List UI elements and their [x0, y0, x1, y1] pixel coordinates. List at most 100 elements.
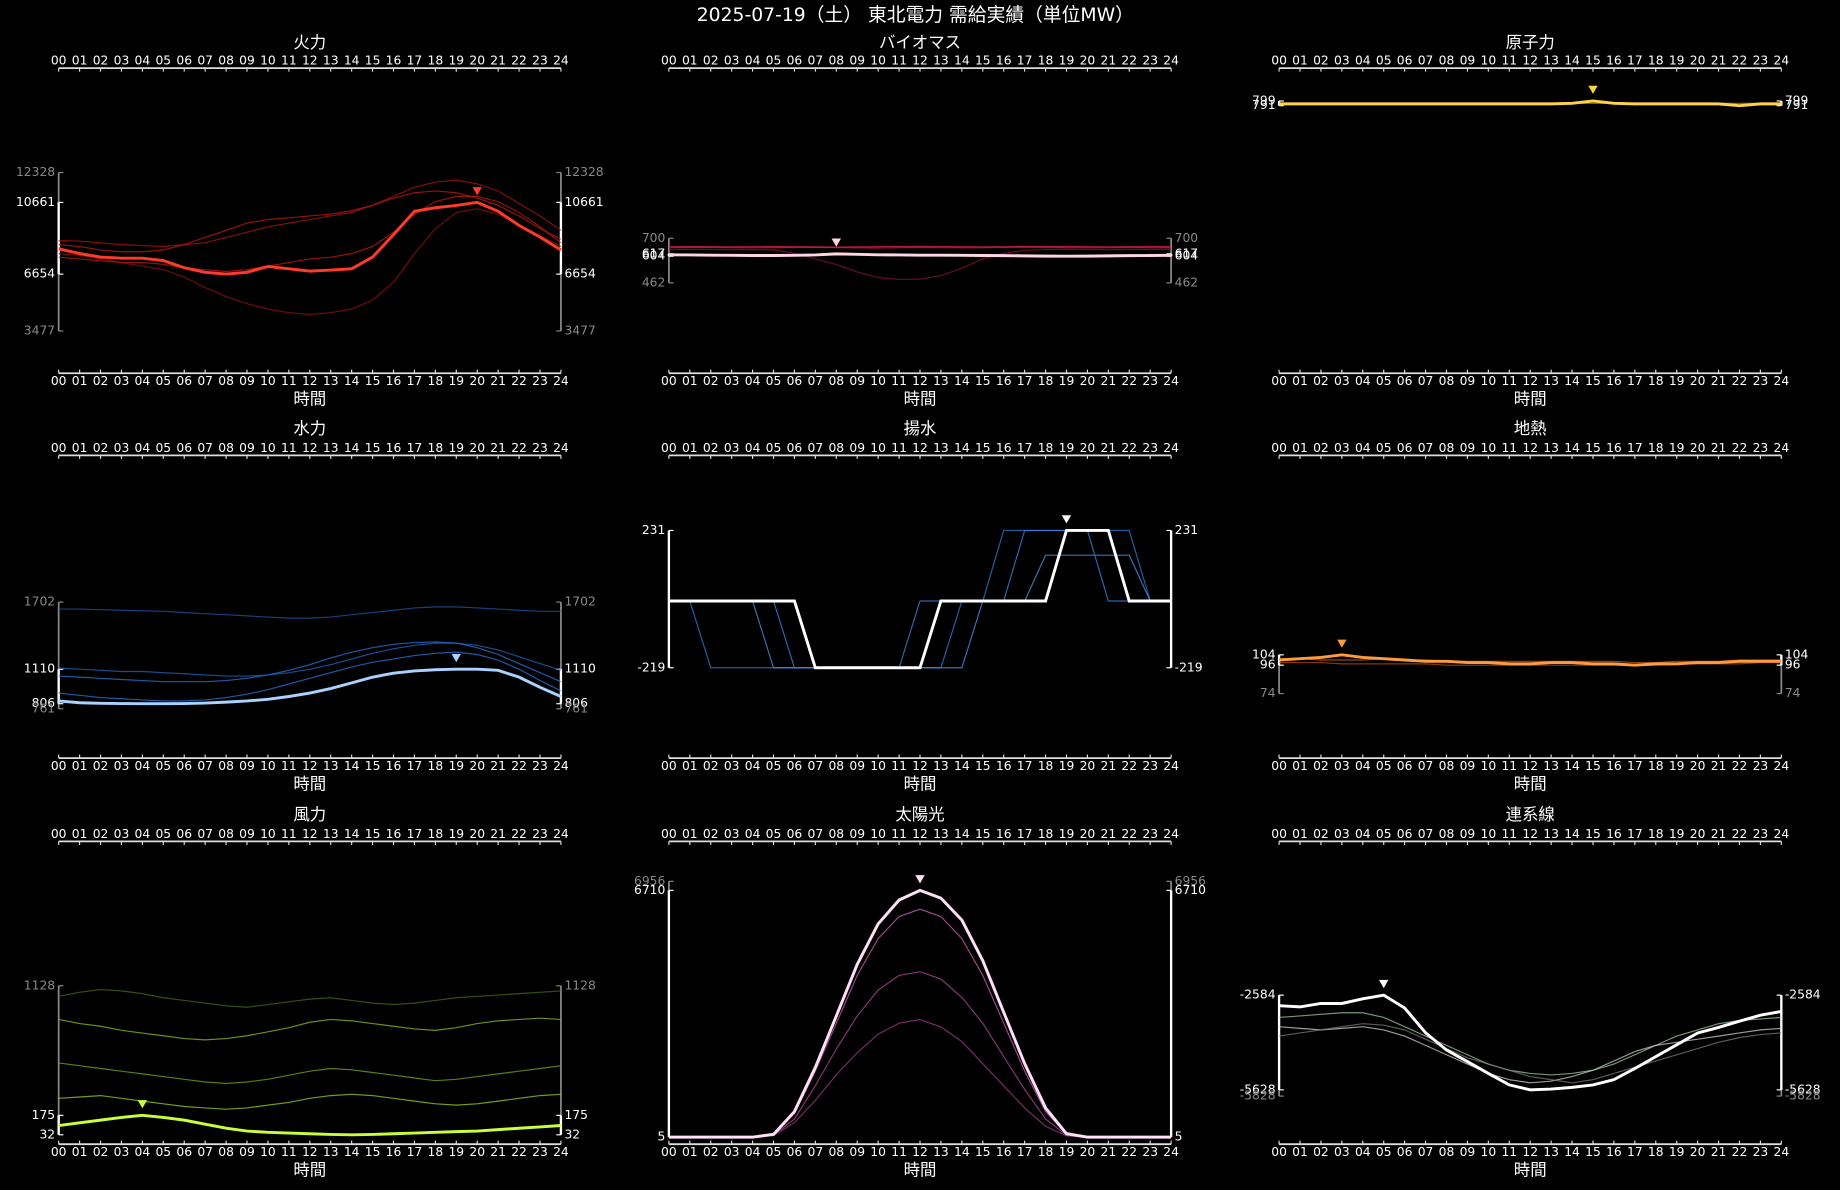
y-tick-label: 604 [1175, 249, 1199, 263]
max-marker [1588, 85, 1598, 94]
y-tick-label: 1702 [24, 595, 55, 609]
x-tick-label: 04 [1355, 374, 1371, 388]
x-tick-label: 12 [1522, 1145, 1538, 1159]
x-tick-label: 19 [1059, 441, 1075, 455]
x-tick-label: 17 [1627, 441, 1643, 455]
y-tick-label: 12328 [16, 165, 55, 179]
x-tick-label: 15 [975, 54, 991, 68]
y-tick-label: 806 [564, 696, 588, 710]
x-tick-label: 19 [1059, 374, 1075, 388]
x-tick-label: 05 [155, 441, 171, 455]
x-tick-label: 02 [93, 54, 109, 68]
x-tick-label: 09 [1460, 441, 1476, 455]
x-tick-label: 23 [1142, 374, 1158, 388]
y-tick-label: 6710 [1175, 883, 1207, 897]
x-tick-label: 21 [490, 374, 506, 388]
y-tick-label: -2584 [1785, 988, 1821, 1002]
series-line [1278, 1023, 1782, 1084]
highlight-line [58, 1113, 562, 1137]
x-axis-label: 時間 [293, 775, 326, 794]
x-tick-label: 16 [386, 374, 402, 388]
x-tick-label: 09 [239, 374, 255, 388]
x-tick-label: 17 [1017, 374, 1033, 388]
x-tick-label: 04 [135, 374, 151, 388]
x-tick-label: 09 [239, 441, 255, 455]
x-tick-label: 09 [1460, 759, 1476, 773]
x-tick-label: 17 [407, 374, 423, 388]
y-tick-label: 10661 [564, 195, 603, 209]
x-tick-label: 13 [933, 441, 949, 455]
x-tick-label: 08 [828, 1145, 844, 1159]
x-axis-label: 時間 [293, 390, 326, 409]
x-tick-label: 05 [1376, 441, 1392, 455]
x-tick-label: 13 [323, 54, 339, 68]
x-tick-label: 20 [1690, 759, 1706, 773]
y-tick-label: 104 [1252, 647, 1276, 661]
x-tick-label: 08 [218, 1145, 234, 1159]
x-tick-label: 06 [176, 1145, 192, 1159]
x-tick-label: 15 [365, 759, 381, 773]
x-tick-label: 01 [1292, 441, 1308, 455]
x-tick-label: 11 [281, 54, 297, 68]
x-tick-label: 23 [1753, 1145, 1769, 1159]
x-tick-label: 04 [745, 1145, 761, 1159]
x-tick-label: 19 [448, 1145, 464, 1159]
x-tick-label: 05 [1376, 54, 1392, 68]
x-tick-label: 01 [72, 759, 88, 773]
x-tick-label: 06 [787, 54, 803, 68]
x-tick-label: 13 [1543, 54, 1559, 68]
x-tick-label: 24 [1773, 54, 1789, 68]
x-tick-label: 03 [114, 759, 130, 773]
x-tick-label: 04 [135, 827, 151, 841]
x-tick-label: 13 [323, 374, 339, 388]
x-tick-label: 22 [1732, 54, 1748, 68]
x-tick-label: 11 [1501, 54, 1517, 68]
x-tick-label: 24 [1773, 441, 1789, 455]
y-tick-label: 32 [564, 1127, 580, 1141]
x-tick-label: 01 [72, 54, 88, 68]
highlight-line [1278, 653, 1782, 667]
x-tick-label: 24 [1773, 374, 1789, 388]
x-tick-label: 06 [787, 1145, 803, 1159]
x-tick-label: 14 [954, 374, 970, 388]
x-tick-label: 20 [1080, 441, 1096, 455]
x-tick-label: 24 [1773, 1145, 1789, 1159]
y-tick-label: 604 [642, 249, 666, 263]
x-tick-label: 05 [1376, 1145, 1392, 1159]
x-tick-label: 17 [1017, 54, 1033, 68]
x-tick-label: 16 [1606, 441, 1622, 455]
x-tick-label: 18 [1038, 827, 1054, 841]
x-tick-label: 00 [51, 759, 67, 773]
x-tick-label: 07 [1418, 54, 1434, 68]
x-tick-label: 11 [891, 374, 907, 388]
max-marker [451, 653, 461, 663]
x-tick-label: 10 [870, 1145, 886, 1159]
x-tick-label: 23 [532, 759, 548, 773]
x-tick-label: 14 [954, 827, 970, 841]
x-tick-label: 08 [828, 441, 844, 455]
x-tick-label: 00 [1271, 374, 1287, 388]
x-tick-label: 20 [1080, 1145, 1096, 1159]
x-tick-label: 14 [954, 1145, 970, 1159]
x-tick-label: 18 [1648, 374, 1664, 388]
x-tick-label: 21 [1101, 827, 1117, 841]
x-tick-label: 19 [1059, 1145, 1075, 1159]
x-tick-label: 18 [1038, 759, 1054, 773]
panel-title: 連系線 [1506, 805, 1555, 824]
x-tick-label: 00 [1271, 54, 1287, 68]
x-tick-label: 06 [1397, 374, 1413, 388]
x-tick-label: 00 [661, 759, 677, 773]
x-axis-label: 時間 [1514, 390, 1547, 409]
x-tick-label: 02 [703, 374, 719, 388]
y-tick-label: 791 [1252, 98, 1276, 112]
x-tick-label: 17 [1017, 1145, 1033, 1159]
x-tick-label: 05 [155, 374, 171, 388]
x-tick-label: 21 [1711, 441, 1727, 455]
series-line [58, 651, 562, 702]
x-tick-label: 22 [1121, 759, 1137, 773]
x-tick-label: 04 [745, 759, 761, 773]
x-tick-label: 09 [1460, 827, 1476, 841]
x-tick-label: 07 [197, 759, 213, 773]
x-tick-label: 05 [766, 374, 782, 388]
x-tick-label: 14 [344, 827, 360, 841]
